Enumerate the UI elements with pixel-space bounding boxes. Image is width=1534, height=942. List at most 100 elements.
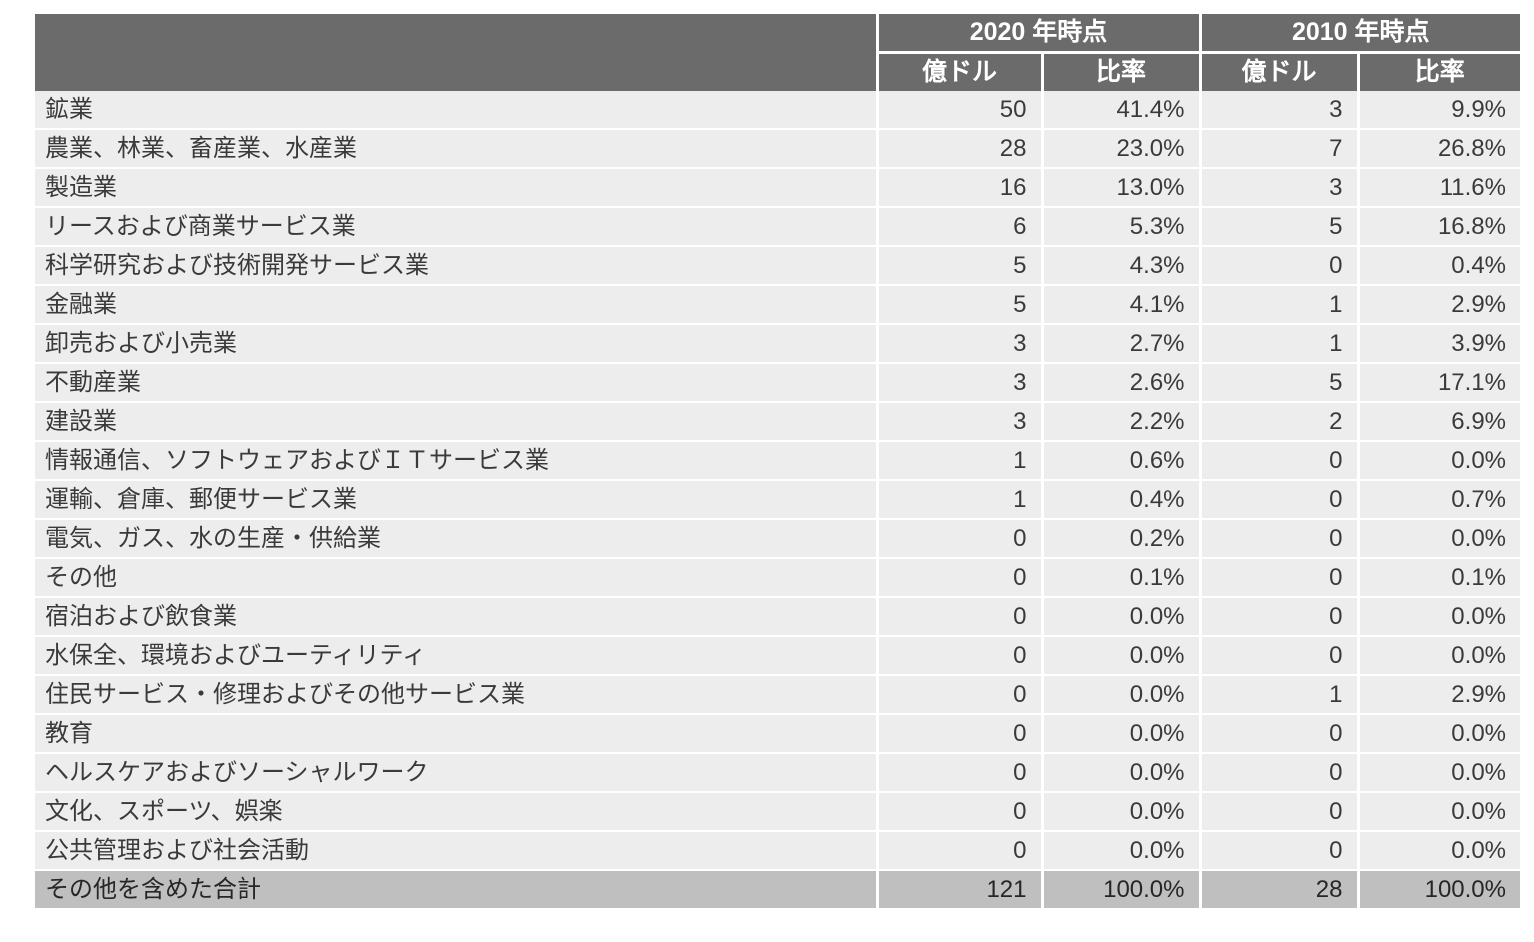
row-value: 2 [1198,402,1358,442]
row-value: 3.9% [1356,324,1520,364]
row-value: 0.0% [1356,753,1520,793]
table-row: 情報通信、ソフトウェアおよびＩＴサービス業 1 0.6% 0 0.0% [35,441,1520,481]
row-value: 41.4% [1040,91,1200,130]
total-row: その他を含めた合計 121 100.0% 28 100.0% [35,870,1520,908]
table-row: 教育 0 0.0% 0 0.0% [35,714,1520,754]
table-row: 住民サービス・修理およびその他サービス業 0 0.0% 1 2.9% [35,675,1520,715]
row-value: 1 [875,441,1042,481]
row-value: 2.7% [1040,324,1200,364]
row-label: 鉱業 [35,91,877,130]
table-row: 公共管理および社会活動 0 0.0% 0 0.0% [35,831,1520,871]
row-value: 100.0% [1356,870,1520,908]
header-sub-row: 億ドル 比率 億ドル 比率 [35,52,1520,91]
row-value: 0.1% [1040,558,1200,598]
table-row: 卸売および小売業 3 2.7% 1 3.9% [35,324,1520,364]
row-label: 運輸、倉庫、郵便サービス業 [35,480,877,520]
row-value: 5 [875,246,1042,286]
row-value: 0 [1198,597,1358,637]
row-value: 0.0% [1040,636,1200,676]
row-value: 0.4% [1040,480,1200,520]
row-value: 0.0% [1356,792,1520,832]
row-value: 0.0% [1356,636,1520,676]
row-label: ヘルスケアおよびソーシャルワーク [35,753,877,793]
row-label: 電気、ガス、水の生産・供給業 [35,519,877,559]
table-row: その他 0 0.1% 0 0.1% [35,558,1520,598]
row-value: 5 [1198,363,1358,403]
row-value: 0 [875,714,1042,754]
row-value: 0 [875,636,1042,676]
row-value: 0.0% [1356,519,1520,559]
row-value: 0 [1198,246,1358,286]
row-value: 6.9% [1356,402,1520,442]
row-value: 4.1% [1040,285,1200,325]
row-label: 住民サービス・修理およびその他サービス業 [35,675,877,715]
table-row: 金融業 5 4.1% 1 2.9% [35,285,1520,325]
table-row: 水保全、環境およびユーティリティ 0 0.0% 0 0.0% [35,636,1520,676]
row-value: 5 [1198,207,1358,247]
row-value: 0.0% [1040,753,1200,793]
row-label: 製造業 [35,168,877,208]
row-value: 0 [1198,558,1358,598]
row-value: 0.6% [1040,441,1200,481]
table-row: 電気、ガス、水の生産・供給業 0 0.2% 0 0.0% [35,519,1520,559]
row-label: 不動産業 [35,363,877,403]
row-label: 情報通信、ソフトウェアおよびＩＴサービス業 [35,441,877,481]
row-value: 17.1% [1356,363,1520,403]
label-column-header [35,14,877,91]
row-value: 0 [1198,636,1358,676]
row-value: 0.0% [1356,714,1520,754]
subheader-2020-ratio: 比率 [1040,52,1200,91]
row-value: 3 [875,402,1042,442]
table-row: 製造業 16 13.0% 3 11.6% [35,168,1520,208]
row-value: 13.0% [1040,168,1200,208]
table-row: 宿泊および飲食業 0 0.0% 0 0.0% [35,597,1520,637]
row-value: 0 [875,831,1042,871]
row-value: 0 [1198,714,1358,754]
row-value: 1 [875,480,1042,520]
row-label: 農業、林業、畜産業、水産業 [35,129,877,169]
subheader-2010-amount: 億ドル [1198,52,1358,91]
row-label: 公共管理および社会活動 [35,831,877,871]
row-value: 0.0% [1040,831,1200,871]
row-value: 16.8% [1356,207,1520,247]
row-value: 23.0% [1040,129,1200,169]
row-value: 1 [1198,675,1358,715]
row-value: 0 [1198,480,1358,520]
row-value: 0.0% [1040,597,1200,637]
row-value: 2.6% [1040,363,1200,403]
table-row: 鉱業 50 41.4% 3 9.9% [35,91,1520,130]
row-value: 0 [1198,831,1358,871]
table-body: 鉱業 50 41.4% 3 9.9% 農業、林業、畜産業、水産業 28 23.0% 7 26.8%… [35,91,1520,908]
table-row: ヘルスケアおよびソーシャルワーク 0 0.0% 0 0.0% [35,753,1520,793]
row-value: 100.0% [1040,870,1200,908]
row-label: 建設業 [35,402,877,442]
row-value: 3 [875,363,1042,403]
row-value: 5 [875,285,1042,325]
row-value: 0 [1198,753,1358,793]
row-value: 2.9% [1356,675,1520,715]
row-value: 0.0% [1040,792,1200,832]
row-value: 6 [875,207,1042,247]
row-value: 3 [1198,168,1358,208]
table-row: 運輸、倉庫、郵便サービス業 1 0.4% 0 0.7% [35,480,1520,520]
row-value: 7 [1198,129,1358,169]
row-value: 0.1% [1356,558,1520,598]
row-value: 121 [875,870,1042,908]
row-value: 16 [875,168,1042,208]
row-value: 3 [1198,91,1358,130]
row-value: 0 [875,675,1042,715]
row-value: 0 [875,519,1042,559]
row-value: 2.9% [1356,285,1520,325]
column-group-2020: 2020 年時点 [875,14,1200,54]
row-value: 2.2% [1040,402,1200,442]
row-label: 教育 [35,714,877,754]
row-value: 0 [875,558,1042,598]
table-row: 建設業 3 2.2% 2 6.9% [35,402,1520,442]
row-value: 0.0% [1040,675,1200,715]
row-value: 0.0% [1040,714,1200,754]
row-value: 0 [875,597,1042,637]
row-value: 28 [875,129,1042,169]
row-value: 0.0% [1356,831,1520,871]
table-header: 2020 年時点 2010 年時点 億ドル 比率 億ドル 比率 [35,14,1520,91]
